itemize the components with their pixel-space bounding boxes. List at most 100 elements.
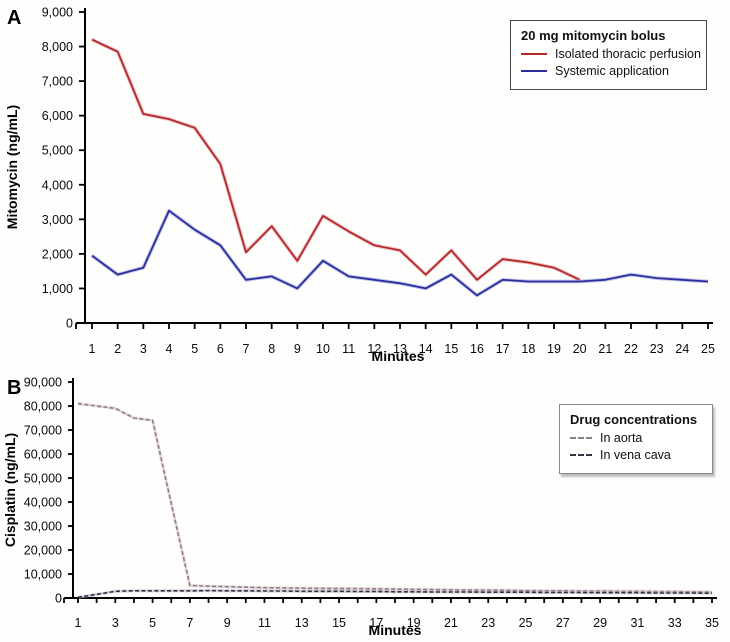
x-tick-label: 23: [481, 616, 495, 630]
y-tick-label: 5,000: [42, 144, 73, 158]
x-axis-ticks: 1 3 5 7 9 11 13 15 17 19 21 23 25 27 29 31 33 35: [63, 598, 719, 630]
y-tick-label: 0: [66, 317, 73, 331]
panel-a-legend: 20 mg mitomycin bolus Isolated thoracic …: [510, 20, 707, 90]
y-tick-label: 70,000: [24, 424, 62, 438]
y-tick-label: 6,000: [42, 109, 73, 123]
x-tick-label: 35: [705, 616, 719, 630]
legend-entry-in-aorta: In aorta: [570, 431, 702, 445]
panel-a-y-axis-title: Mitomycin (ng/mL): [4, 105, 20, 229]
y-tick-label: 90,000: [24, 376, 62, 390]
x-tick-label: 33: [668, 616, 682, 630]
x-tick-label: 2: [114, 342, 121, 356]
x-tick-label: 13: [295, 616, 309, 630]
x-tick-label: 5: [149, 616, 156, 630]
dashed-line-sample-icon: [570, 454, 592, 456]
x-tick-label: 23: [650, 342, 664, 356]
x-tick-label: 19: [547, 342, 561, 356]
y-tick-label: 40,000: [24, 496, 62, 510]
x-tick-label: 7: [243, 342, 250, 356]
y-tick-label: 50,000: [24, 472, 62, 486]
legend-entry-label: In aorta: [600, 431, 643, 445]
axes: [76, 8, 713, 324]
x-tick-label: 9: [294, 342, 301, 356]
series-systemic-application: [90, 208, 709, 298]
legend-entry-in-vena-cava: In vena cava: [570, 448, 702, 462]
panel-b-legend: Drug concentrations In aorta In vena cav…: [559, 404, 713, 474]
y-tick-label: 80,000: [24, 400, 62, 414]
y-tick-label: 60,000: [24, 448, 62, 462]
panel-a-x-axis-title: Minutes: [372, 348, 425, 364]
x-tick-label: 15: [444, 342, 458, 356]
legend-entry-isolated-thoracic-perfusion: Isolated thoracic perfusion: [521, 47, 701, 61]
panel-b-legend-title: Drug concentrations: [570, 412, 698, 427]
panel-a-plot-area: 0 1,000 2,000 3,000 4,000 5,000 6,000 7,000 8,00…: [42, 6, 715, 357]
y-tick-label: 0: [55, 592, 62, 606]
y-tick-label: 8,000: [42, 40, 73, 54]
x-tick-label: 14: [419, 342, 433, 356]
panel-b-plot-area: 0 10,000 20,000 30,000 40,000 50,000 60,000 70,…: [24, 376, 719, 631]
x-tick-label: 15: [332, 616, 346, 630]
x-axis-ticks: 1 2 3 4 5 6 7 8 9 10 11 12 13 14 15 16 17 18 19 20 21 22 23 24 2…: [75, 323, 715, 356]
x-tick-label: 25: [701, 342, 715, 356]
series-line: [91, 38, 581, 281]
series-in-aorta: [77, 402, 713, 594]
y-tick-label: 20,000: [24, 544, 62, 558]
x-tick-label: 18: [521, 342, 535, 356]
x-tick-label: 21: [598, 342, 612, 356]
blue-line-sample-icon: [521, 70, 547, 72]
x-tick-label: 3: [112, 616, 119, 630]
x-tick-label: 3: [140, 342, 147, 356]
panel-b-chart: 0 10,000 20,000 30,000 40,000 50,000 60,000 70,…: [2, 376, 719, 639]
legend-entry-label: Isolated thoracic perfusion: [555, 47, 701, 61]
dashed-line-sample-icon: [570, 437, 592, 439]
x-tick-label: 10: [316, 342, 330, 356]
y-tick-label: 3,000: [42, 213, 73, 227]
series-line: [91, 209, 709, 297]
x-tick-label: 1: [75, 616, 82, 630]
panel-a-chart: 0 1,000 2,000 3,000 4,000 5,000 6,000 7,000 8,00…: [4, 6, 715, 365]
series-halo-line: [91, 37, 581, 282]
x-tick-label: 8: [268, 342, 275, 356]
legend-entry-label: In vena cava: [600, 448, 671, 462]
panel-b-y-axis-title: Cisplatin (ng/mL): [2, 433, 18, 547]
legend-entry-systemic-application: Systemic application: [521, 64, 696, 78]
y-axis-ticks: 0 10,000 20,000 30,000 40,000 50,000 60,000 70,…: [24, 376, 73, 606]
x-tick-label: 11: [342, 342, 355, 356]
x-tick-label: 25: [519, 616, 533, 630]
x-tick-label: 13: [393, 342, 407, 356]
x-tick-label: 24: [675, 342, 689, 356]
y-tick-label: 7,000: [42, 75, 73, 89]
x-tick-label: 11: [258, 616, 271, 630]
y-tick-label: 2,000: [42, 247, 73, 261]
y-tick-label: 30,000: [24, 520, 62, 534]
series-line: [77, 589, 713, 599]
y-tick-label: 9,000: [42, 6, 73, 20]
x-tick-label: 27: [556, 616, 570, 630]
series-in-vena-cava: [77, 589, 713, 599]
y-axis-ticks: 0 1,000 2,000 3,000 4,000 5,000 6,000 7,000 8,00…: [42, 6, 85, 331]
x-tick-label: 1: [89, 342, 96, 356]
x-tick-label: 22: [624, 342, 638, 356]
x-tick-label: 7: [186, 616, 193, 630]
series-isolated-thoracic-perfusion: [91, 37, 581, 282]
panel-a-letter: A: [7, 7, 21, 29]
x-tick-label: 4: [166, 342, 173, 356]
legend-entry-label: Systemic application: [555, 64, 669, 78]
x-tick-label: 5: [191, 342, 198, 356]
axes: [64, 378, 717, 599]
x-tick-label: 6: [217, 342, 224, 356]
x-tick-label: 19: [407, 616, 421, 630]
x-tick-label: 29: [593, 616, 607, 630]
y-tick-label: 10,000: [24, 568, 62, 582]
y-tick-label: 4,000: [42, 178, 73, 192]
x-tick-label: 21: [444, 616, 458, 630]
x-tick-label: 12: [367, 342, 381, 356]
panel-b-letter: B: [7, 377, 21, 399]
series-line: [77, 402, 713, 593]
x-tick-label: 20: [573, 342, 587, 356]
x-tick-label: 17: [369, 616, 383, 630]
x-tick-label: 16: [470, 342, 484, 356]
y-tick-label: 1,000: [42, 282, 73, 296]
panel-a-legend-title: 20 mg mitomycin bolus: [521, 28, 666, 43]
